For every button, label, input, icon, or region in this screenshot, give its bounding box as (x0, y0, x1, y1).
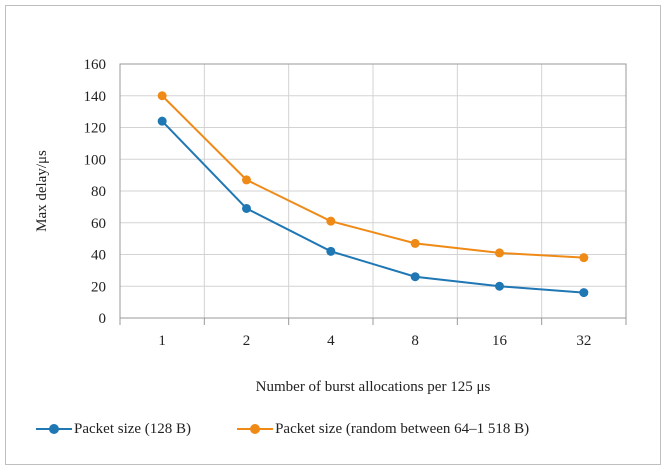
legend-swatch-series-1 (36, 422, 72, 436)
y-axis-label: Max delay/μs (34, 150, 50, 232)
y-tick-label: 60 (91, 216, 106, 232)
x-axis-ticks: 1 2 4 8 16 32 (119, 318, 627, 349)
grid-lines (120, 63, 626, 318)
data-point (242, 203, 251, 213)
y-tick-label: 100 (84, 152, 107, 168)
x-tick-label: 8 (411, 333, 419, 349)
data-point (157, 91, 167, 101)
series-2 (157, 91, 589, 263)
data-point (157, 116, 167, 126)
data-point (326, 246, 336, 256)
legend-swatch-series-2 (237, 422, 274, 436)
x-tick-label: 4 (327, 333, 335, 349)
data-point (326, 216, 336, 226)
chart-frame (5, 5, 661, 465)
legend: Packet size (128 B) Packet size (random … (36, 419, 529, 439)
y-tick-label: 120 (84, 121, 107, 137)
data-point (495, 248, 504, 258)
x-tick-label: 32 (576, 333, 591, 349)
data-point (579, 253, 589, 263)
data-point (410, 238, 420, 248)
y-tick-label: 40 (91, 248, 106, 264)
series-line (161, 95, 584, 259)
legend-item-series-1: Packet size (128 B) (36, 421, 191, 438)
y-tick-label: 140 (84, 89, 107, 105)
data-point (410, 272, 420, 282)
data-point (242, 175, 251, 185)
x-tick-label: 1 (158, 333, 166, 349)
x-tick-label: 16 (492, 333, 508, 349)
x-axis-label: Number of burst allocations per 125 μs (256, 379, 491, 395)
x-tick-label: 2 (243, 333, 251, 349)
data-point (579, 288, 589, 298)
y-axis-ticks: 0 20 40 60 80 100 120 140 160 (84, 57, 107, 327)
series-1 (157, 116, 589, 298)
y-tick-label: 80 (91, 184, 106, 200)
legend-label-series-2: Packet size (random between 64–1 518 B) (275, 420, 530, 437)
data-point (495, 281, 504, 291)
series-line (161, 120, 584, 294)
y-tick-label: 0 (99, 311, 107, 327)
series-layer (157, 91, 589, 298)
y-tick-label: 20 (91, 279, 106, 295)
y-tick-label: 160 (84, 57, 107, 73)
legend-label-series-1: Packet size (128 B) (74, 420, 192, 437)
legend-item-series-2: Packet size (random between 64–1 518 B) (237, 421, 529, 438)
